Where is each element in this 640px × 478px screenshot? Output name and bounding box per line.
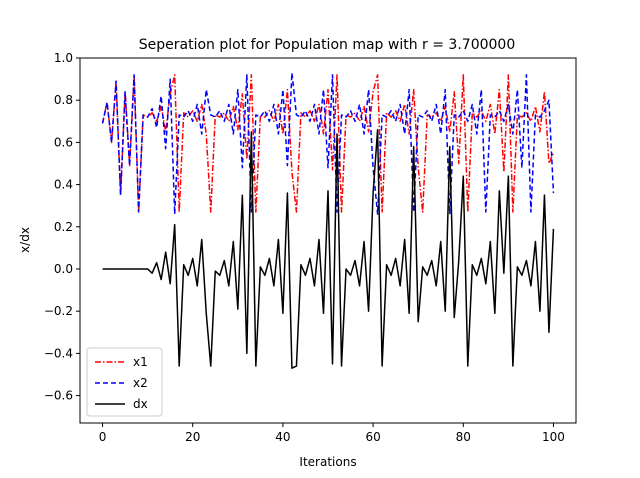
chart-title: Seperation plot for Population map with … [139, 37, 515, 53]
plot-area [79, 57, 577, 424]
x-tick-label: 60 [365, 430, 380, 444]
legend: x1 x2 dx [86, 347, 163, 417]
x-axis-label: Iterations [299, 455, 356, 469]
y-tick-label: 0.4 [54, 178, 73, 192]
y-tick-label: 0.2 [54, 220, 73, 234]
x-tick-label: 20 [185, 430, 200, 444]
x-tick-label: 40 [275, 430, 290, 444]
y-tick-label: 0.8 [54, 93, 73, 107]
y-tick-label: −0.2 [44, 304, 73, 318]
y-axis-label: x/dx [18, 227, 32, 253]
plot-frame [79, 57, 577, 424]
series-layer [101, 72, 555, 369]
y-tick-label: 0.6 [54, 135, 73, 149]
x-axis: 0 20 40 60 80 100 [99, 423, 565, 444]
series-line-x1 [101, 74, 555, 213]
x-tick-label: 80 [456, 430, 471, 444]
x-tick-label: 100 [542, 430, 565, 444]
legend-box [86, 347, 163, 417]
y-tick-label: −0.6 [44, 389, 73, 403]
y-tick-label: 1.0 [54, 51, 73, 65]
legend-label-x2: x2 [133, 376, 148, 390]
legend-label-dx: dx [133, 397, 148, 411]
y-axis: −0.6 −0.4 −0.2 0.0 0.2 0.4 0.6 0.8 1.0 [44, 51, 80, 403]
x-tick-label: 0 [99, 430, 107, 444]
y-tick-label: 0.0 [54, 262, 73, 276]
y-tick-label: −0.4 [44, 346, 73, 360]
legend-label-x1: x1 [133, 355, 148, 369]
series-line-dx [102, 128, 555, 369]
series-line-x2 [101, 72, 555, 215]
